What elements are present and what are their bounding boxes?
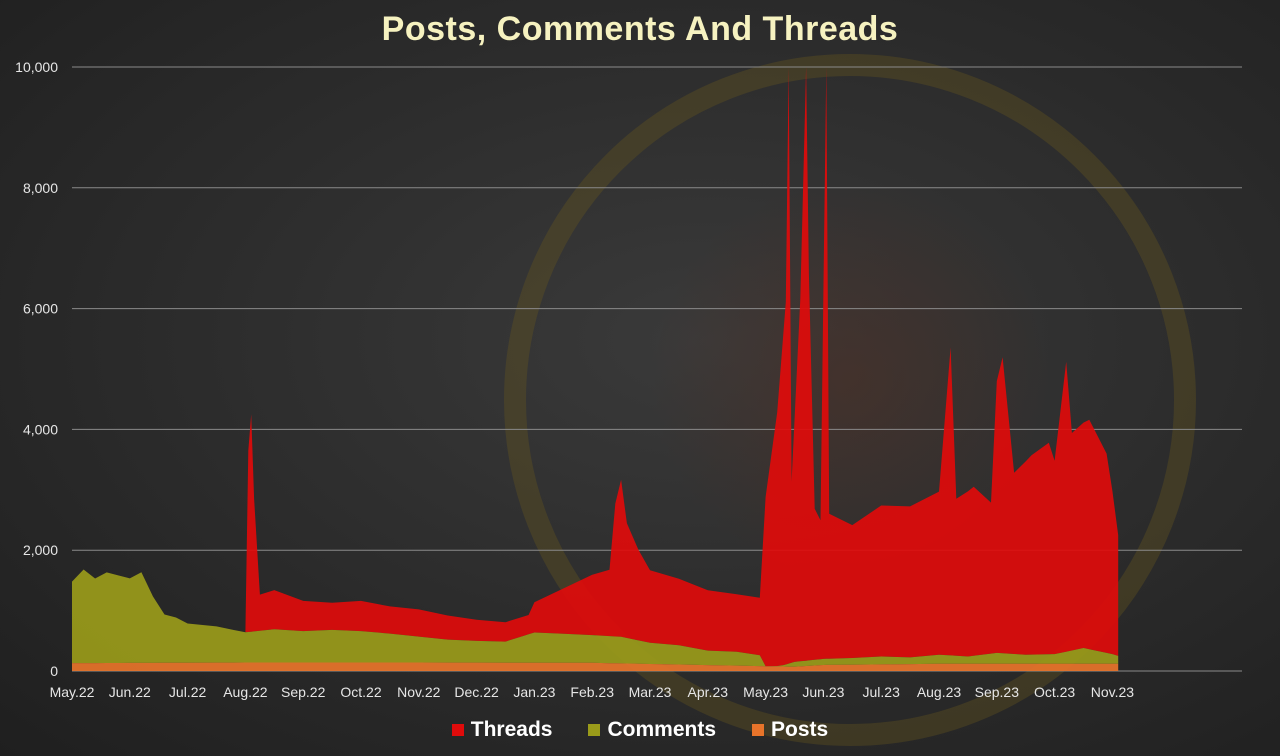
x-tick-label: Nov.22: [397, 684, 441, 700]
x-tick-label: Apr.23: [688, 684, 729, 700]
x-tick-label: Nov.23: [1091, 684, 1135, 700]
x-tick-label: Aug.22: [223, 684, 268, 700]
x-tick-label: May.23: [743, 684, 788, 700]
x-tick-label: Dec.22: [454, 684, 499, 700]
x-tick-label: Oct.23: [1034, 684, 1075, 700]
legend-label-posts: Posts: [771, 718, 829, 741]
legend-swatch-comments: [588, 724, 601, 736]
y-tick-label: 8,000: [23, 180, 58, 196]
legend-label-threads: Threads: [470, 718, 553, 741]
area-comments: [72, 569, 1119, 667]
x-tick-label: Jan.23: [513, 684, 555, 700]
x-tick-label: May.22: [50, 684, 95, 700]
legend-swatch-threads: [451, 724, 464, 736]
chart-title: Posts, Comments And Threads: [381, 10, 899, 48]
legend-item-posts: Posts: [752, 718, 828, 742]
legend-item-threads: Threads: [451, 718, 553, 742]
x-tick-label: Oct.22: [340, 684, 381, 700]
x-tick-label: Jun.22: [109, 684, 151, 700]
series-areas: [72, 67, 1119, 671]
y-tick-label: 6,000: [23, 301, 58, 317]
y-tick-label: 0: [50, 663, 58, 679]
x-tick-label: Jul.23: [863, 684, 901, 700]
area-posts: [72, 662, 1119, 671]
x-axis-ticks: May.22 Jun.22 Jul.22 Aug.22 Sep.22 Oct.22 Nov.…: [50, 684, 1135, 700]
legend-label-comments: Comments: [607, 718, 717, 741]
y-tick-label: 2,000: [23, 542, 58, 558]
x-tick-label: Sep.22: [281, 684, 326, 700]
legend-item-comments: Comments: [588, 718, 716, 742]
x-tick-label: Mar.23: [629, 684, 672, 700]
y-tick-label: 4,000: [23, 421, 58, 437]
x-tick-label: Feb.23: [570, 684, 614, 700]
legend-swatch-posts: [752, 724, 765, 736]
area-threads: [72, 67, 1119, 667]
x-tick-label: Jun.23: [802, 684, 844, 700]
y-axis-ticks: 0 2,000 4,000 6,000 8,000 10,000: [15, 59, 58, 679]
x-tick-label: Sep.23: [975, 684, 1020, 700]
legend: Threads Comments Posts: [0, 718, 1280, 742]
x-tick-label: Jul.22: [169, 684, 207, 700]
x-tick-label: Aug.23: [917, 684, 962, 700]
y-tick-label: 10,000: [15, 59, 58, 75]
